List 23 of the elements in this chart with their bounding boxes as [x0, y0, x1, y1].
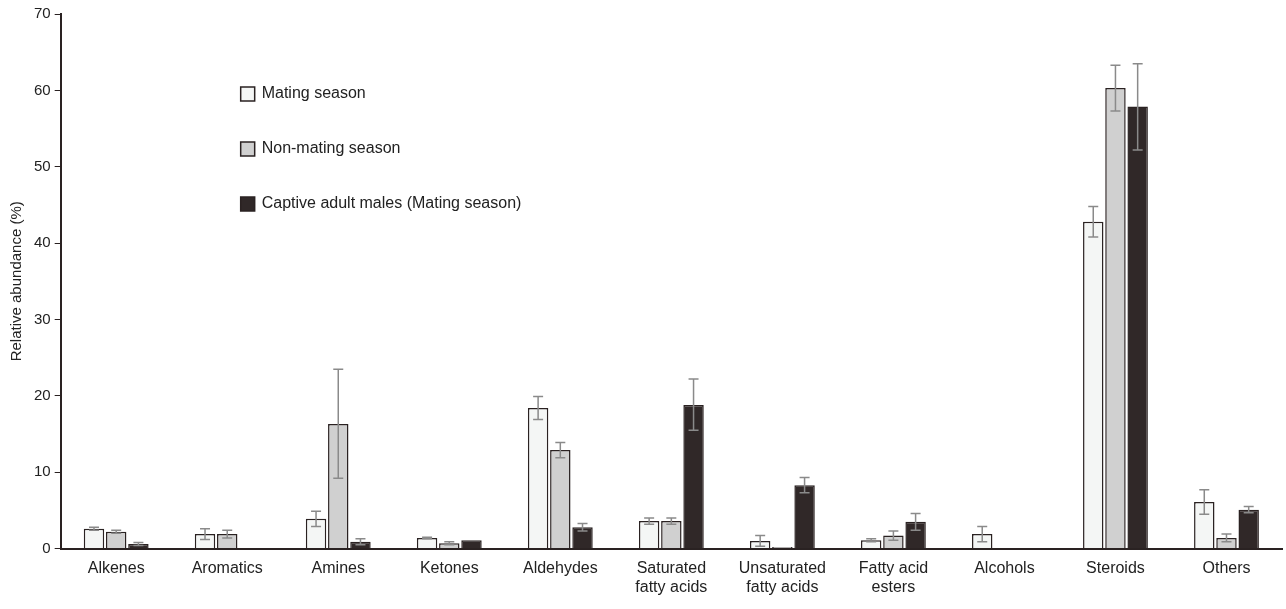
- y-tick-label: 50: [34, 156, 51, 174]
- legend-label: Non-mating season: [261, 139, 401, 157]
- y-tick-label: 60: [34, 80, 51, 98]
- x-tick-label: Others: [1202, 558, 1251, 576]
- x-tick-label: Ketones: [419, 558, 479, 576]
- x-tick-label: Unsaturated fatty acids: [738, 558, 826, 595]
- y-tick-label: 40: [34, 233, 51, 251]
- x-tick-label: Fatty acid esters: [858, 558, 929, 595]
- x-tick-label: Aldehydes: [522, 558, 598, 576]
- x-tick-label: Saturated fatty acids: [635, 558, 708, 595]
- x-tick-label: Alcohols: [974, 558, 1035, 576]
- x-tick-label: Amines: [311, 558, 365, 576]
- y-tick-label: 0: [42, 538, 51, 556]
- y-tick-label: 10: [34, 462, 51, 480]
- y-tick-label: 30: [34, 309, 51, 327]
- x-tick-label: Steroids: [1086, 558, 1145, 576]
- legend-label: Mating season: [261, 84, 366, 102]
- y-tick-label: 70: [34, 4, 51, 22]
- y-tick-label: 20: [34, 386, 51, 403]
- legend-label: Captive adult males (Mating season): [261, 194, 522, 212]
- x-tick-label: Aromatics: [191, 558, 263, 576]
- x-tick-label: Alkenes: [87, 558, 145, 576]
- y-axis-title: Relative abundance (%): [7, 201, 25, 362]
